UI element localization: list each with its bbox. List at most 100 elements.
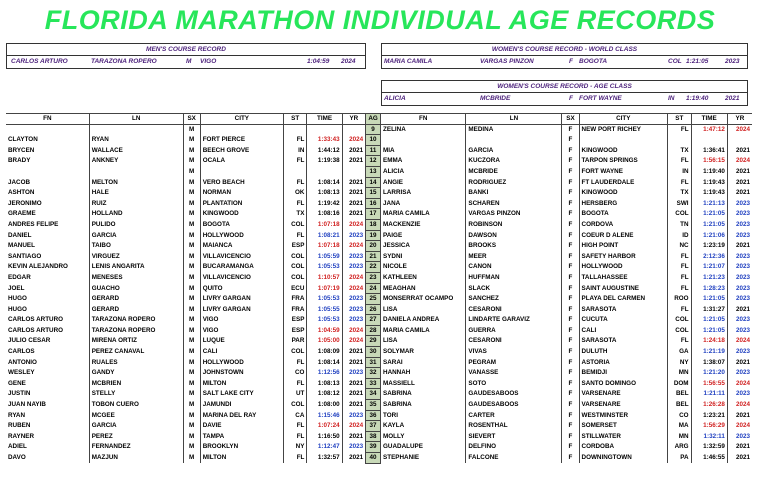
women-ln-cell: SIEVERT <box>465 431 562 442</box>
men-yr-cell: 2021 <box>341 198 366 209</box>
col-header-yr: YR <box>726 113 752 125</box>
men-time-cell: 1:19:42 <box>306 198 343 209</box>
age-cell: 12 <box>365 155 382 167</box>
women-time-cell: 1:21:07 <box>690 261 728 273</box>
men-sx-cell: M <box>182 261 201 273</box>
men-yr-cell: 2024 <box>341 134 366 146</box>
men-st-cell: FL <box>282 155 307 167</box>
men-fn-cell: RYAN <box>8 411 26 419</box>
men-time-cell: 1:16:50 <box>306 431 343 442</box>
women-fn-cell: SOLYMAR <box>383 348 414 356</box>
men-city-cell <box>199 166 284 178</box>
women-ln-cell: KUCZORA <box>465 155 562 167</box>
col-header-time: TIME <box>306 113 343 125</box>
men-st-cell: NY <box>282 441 307 453</box>
men-time-cell: 1:12:47 <box>306 441 343 453</box>
women-st-cell: BEL <box>667 388 692 400</box>
women-fn-cell: EMMA <box>383 157 403 165</box>
women-st-cell: FL <box>667 335 692 347</box>
table-row: JACOB MELTON M VERO BEACH FL 1:08:14 2021 14 ANG… <box>6 176 752 189</box>
men-ln-cell: VIRGUEZ <box>88 251 184 262</box>
women-city-cell: DULUTH <box>578 346 668 358</box>
women-ln-cell: CARTER <box>465 410 562 421</box>
men-yr-cell: 2023 <box>341 230 366 241</box>
men-time-cell: 1:08:13 <box>306 187 343 199</box>
men-ln-cell: ANKNEY <box>88 155 184 167</box>
men-st-cell: FRA <box>282 293 307 305</box>
men-time-cell: 1:05:53 <box>306 293 343 305</box>
men-fn-cell: MANUEL <box>8 242 35 250</box>
men-city-cell: PLANTATION <box>199 198 284 209</box>
age-cell: 40 <box>365 452 382 464</box>
men-st-cell: COL <box>282 399 307 411</box>
women-city-cell: BOGOTA <box>578 208 668 220</box>
men-fn-cell <box>6 166 89 177</box>
women-fn-cell: SABRINA <box>383 401 412 409</box>
table-row: M 9 ZELINA MEDINA F NEW PORT RICHEY FL 1:47:12 2… <box>6 123 752 136</box>
women-fn-cell: PAIGE <box>383 231 403 239</box>
women-sx-cell: F <box>561 357 580 368</box>
women-ln-cell <box>465 134 562 146</box>
men-time-cell: 1:08:12 <box>306 388 343 400</box>
record-fn: CARLOS ARTURO <box>11 58 68 65</box>
women-city-cell: NEW PORT RICHEY <box>578 124 668 135</box>
women-sx-cell: F <box>561 452 580 464</box>
men-time-cell: 1:07:18 <box>306 219 343 231</box>
men-yr-cell: 2023 <box>341 293 366 305</box>
men-ln-cell: MCGEE <box>88 410 184 421</box>
table-row: JULIO CESAR MIRENA ORTIZ M LUQUE PAR 1:05:00 2… <box>6 335 752 348</box>
men-sx-cell: M <box>182 208 201 220</box>
age-cell: 11 <box>365 144 382 157</box>
col-header-city: CITY <box>199 113 284 125</box>
women-st-cell: GA <box>667 346 692 358</box>
women-yr-cell: 2023 <box>726 283 752 294</box>
table-row: RYAN MCGEE M MARINA DEL RAY CA 1:15:46 2023 36 T… <box>6 409 752 422</box>
women-st-cell: FL <box>667 177 692 188</box>
women-sx-cell: F <box>561 378 580 389</box>
men-st-cell: FL <box>282 420 307 432</box>
women-city-cell: WESTMINSTER <box>578 410 668 421</box>
men-fn-cell: JERONIMO <box>8 199 42 207</box>
age-cell: 25 <box>365 293 382 305</box>
men-time-cell <box>306 124 343 135</box>
record-sx: M <box>186 58 192 65</box>
men-st-cell: FL <box>282 431 307 442</box>
men-st-cell: ECU <box>282 283 307 294</box>
women-city-cell: VARSENARE <box>578 399 668 411</box>
women-yr-cell: 2024 <box>726 399 752 411</box>
women-city-cell: STILLWATER <box>578 431 668 442</box>
age-cell: 30 <box>365 346 382 358</box>
men-sx-cell: M <box>182 219 201 231</box>
men-ln-cell: MELTON <box>88 177 184 188</box>
women-st-cell: PA <box>667 452 692 464</box>
women-fn-cell: DANIELA ANDREA <box>383 316 440 324</box>
women-sx-cell: F <box>561 346 580 358</box>
men-sx-cell: M <box>182 399 201 411</box>
men-yr-cell: 2023 <box>341 251 366 262</box>
women-city-cell: HOLLYWOOD <box>578 261 668 273</box>
women-city-cell: BEMIDJI <box>578 367 668 379</box>
women-time-cell: 1:36:41 <box>690 145 728 156</box>
table-row: HUGO GERARD M LIVRY GARGAN FRA 1:05:55 2023 26 L… <box>6 303 752 316</box>
men-city-cell: LIVRY GARGAN <box>199 293 284 305</box>
men-city-cell: TAMPA <box>199 431 284 442</box>
women-yr-cell: 2024 <box>726 124 752 135</box>
women-sx-cell: F <box>561 335 580 347</box>
men-time-cell: 1:04:59 <box>306 325 343 336</box>
women-city-cell <box>578 134 668 146</box>
table-row: JUSTIN STELLY M SALT LAKE CITY UT 1:08:12 2021… <box>6 388 752 401</box>
women-yr-cell: 2023 <box>726 346 752 358</box>
men-yr-cell: 2021 <box>341 431 366 442</box>
women-time-cell: 1:32:59 <box>690 441 728 453</box>
men-st-cell: COL <box>282 219 307 231</box>
table-row: DAVO MAZJUN M MILTON FL 1:32:57 2021 40 STEPHANI… <box>6 452 752 464</box>
men-ln-cell: PULIDO <box>88 219 184 231</box>
women-sx-cell: F <box>561 145 580 156</box>
women-ln-cell: GUERRA <box>465 325 562 336</box>
women-sx-cell: F <box>561 240 580 252</box>
men-time-cell: 1:10:57 <box>306 272 343 283</box>
table-row: CARLOS ARTURO TARAZONA ROPERO M VIGO ESP 1:04… <box>6 324 752 337</box>
men-fn-cell: JUAN NAYIB <box>8 401 46 409</box>
men-yr-cell: 2021 <box>341 177 366 188</box>
women-yr-cell: 2021 <box>726 145 752 156</box>
